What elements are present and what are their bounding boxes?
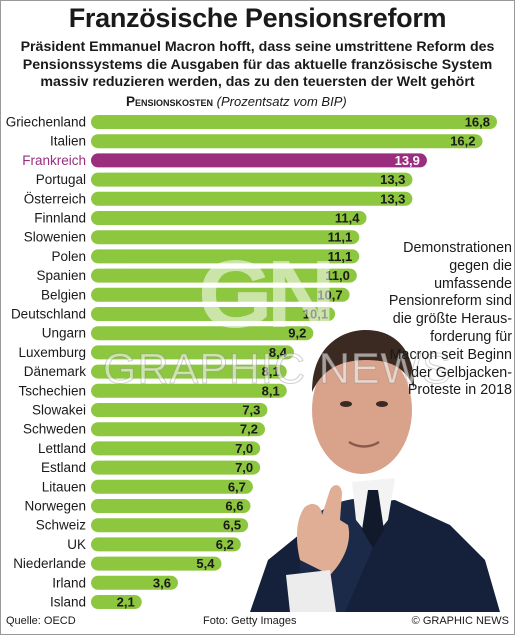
tick-label-italien: Italien — [50, 134, 86, 149]
bar-uk — [91, 537, 241, 552]
data-label-estland: 7,0 — [235, 460, 253, 475]
bar-griechenland — [91, 115, 497, 129]
tick-label-irland: Irland — [52, 575, 86, 590]
bar-frankreich — [91, 153, 427, 168]
tick-label-griechenland: Griechenland — [6, 115, 86, 130]
bar-ungarn — [91, 326, 314, 341]
tick-label-schweiz: Schweiz — [36, 518, 87, 533]
data-label-italien: 16,2 — [450, 134, 475, 149]
tick-label-deutschland: Deutschland — [11, 307, 86, 322]
annotation-text: Demonstrationen gegen die umfassende Pen… — [388, 240, 512, 399]
bar-slowenien — [91, 230, 360, 245]
bar-dänemark — [91, 364, 287, 379]
watermark-logo: GN — [198, 241, 336, 348]
bar-österreich — [91, 191, 413, 206]
data-label-österreich: 13,3 — [380, 191, 405, 206]
data-label-tschechien: 8,1 — [262, 383, 280, 398]
data-label-uk: 6,2 — [216, 537, 234, 552]
tick-label-luxemburg: Luxemburg — [18, 345, 86, 360]
bar-tschechien — [91, 383, 287, 398]
category-labels: Griechenland Italien Frankreich Portugal Öst… — [6, 115, 87, 610]
footer-source: Quelle: OECD — [6, 615, 76, 627]
tick-label-frankreich: Frankreich — [22, 153, 86, 168]
bar-spanien — [91, 268, 357, 283]
bar-polen — [91, 249, 360, 264]
bar-schweden — [91, 422, 265, 437]
data-label-slowenien: 11,1 — [328, 230, 353, 245]
data-label-niederlande: 5,4 — [196, 556, 215, 571]
page-title: Französische Pensionsreform — [68, 3, 447, 33]
data-label-luxemburg: 8,4 — [269, 345, 288, 360]
tick-label-österreich: Österreich — [24, 191, 86, 206]
footer-photo-credit: Foto: Getty Images — [203, 615, 297, 627]
data-label-deutschland: 10,1 — [303, 307, 328, 322]
bar-lettland — [91, 441, 261, 456]
data-label-island: 2,1 — [117, 595, 135, 610]
bar-litauen — [91, 479, 253, 494]
chart-caption: Pensionskosten (Prozentsatz vom BIP) — [126, 94, 347, 109]
data-label-finnland: 11,4 — [335, 211, 360, 226]
bar-italien — [91, 134, 483, 149]
bars — [91, 115, 497, 609]
data-label-norwegen: 6,6 — [225, 499, 243, 514]
data-label-litauen: 6,7 — [228, 479, 246, 494]
tick-label-norwegen: Norwegen — [24, 499, 86, 514]
chart-caption-unit: (Prozentsatz vom BIP) — [216, 94, 347, 109]
data-label-belgien: 10,7 — [317, 287, 342, 302]
data-label-ungarn: 9,2 — [288, 326, 306, 341]
tick-label-uk: UK — [67, 537, 86, 552]
tick-label-belgien: Belgien — [41, 287, 86, 302]
watermark-text: GRAPHIC NEWS — [103, 345, 452, 394]
bar-slowakei — [91, 403, 268, 417]
chart-caption-title: Pensionskosten — [126, 94, 214, 109]
bar-finnland — [91, 211, 367, 225]
bar-belgien — [91, 287, 350, 302]
tick-label-polen: Polen — [51, 249, 86, 264]
bar-norwegen — [91, 499, 251, 513]
bar-deutschland — [91, 307, 336, 321]
data-label-griechenland: 16,8 — [465, 115, 490, 130]
tick-label-niederlande: Niederlande — [13, 556, 86, 571]
tick-label-spanien: Spanien — [36, 268, 86, 283]
tick-label-lettland: Lettland — [38, 441, 86, 456]
tick-label-ungarn: Ungarn — [42, 326, 86, 341]
macron-photo — [250, 330, 500, 612]
data-label-polen: 11,1 — [328, 249, 353, 264]
tick-label-tschechien: Tschechien — [18, 383, 86, 398]
tick-label-dänemark: Dänemark — [24, 364, 87, 379]
data-label-slowakei: 7,3 — [242, 403, 260, 418]
bar-luxemburg — [91, 345, 294, 360]
data-label-portugal: 13,3 — [380, 172, 405, 187]
tick-label-island: Island — [50, 595, 86, 610]
data-label-dänemark: 8,1 — [262, 364, 280, 379]
tick-label-slowenien: Slowenien — [24, 230, 86, 245]
tick-label-schweden: Schweden — [23, 422, 86, 437]
tick-label-slowakei: Slowakei — [32, 403, 86, 418]
tick-label-litauen: Litauen — [42, 479, 86, 494]
value-labels: 16,8 16,2 13,9 13,3 13,3 11,4 11,1 11,1 11,0 10,7… — [117, 115, 490, 610]
data-label-irland: 3,6 — [153, 575, 171, 590]
data-label-spanien: 11,0 — [325, 268, 350, 283]
data-label-lettland: 7,0 — [235, 441, 253, 456]
tick-label-finnland: Finnland — [34, 211, 86, 226]
bar-island — [91, 595, 142, 609]
data-label-schweiz: 6,5 — [223, 518, 241, 533]
data-label-schweden: 7,2 — [240, 422, 258, 437]
bar-portugal — [91, 172, 413, 187]
footer-copyright: © GRAPHIC NEWS — [411, 615, 509, 627]
bar-irland — [91, 575, 178, 590]
tick-label-portugal: Portugal — [36, 172, 86, 187]
bar-schweiz — [91, 518, 249, 533]
data-label-frankreich: 13,9 — [395, 153, 420, 168]
bar-estland — [91, 460, 261, 475]
bar-niederlande — [91, 556, 222, 571]
tick-label-estland: Estland — [41, 460, 86, 475]
page-subtitle: Präsident Emmanuel Macron hofft, dass se… — [20, 39, 495, 90]
